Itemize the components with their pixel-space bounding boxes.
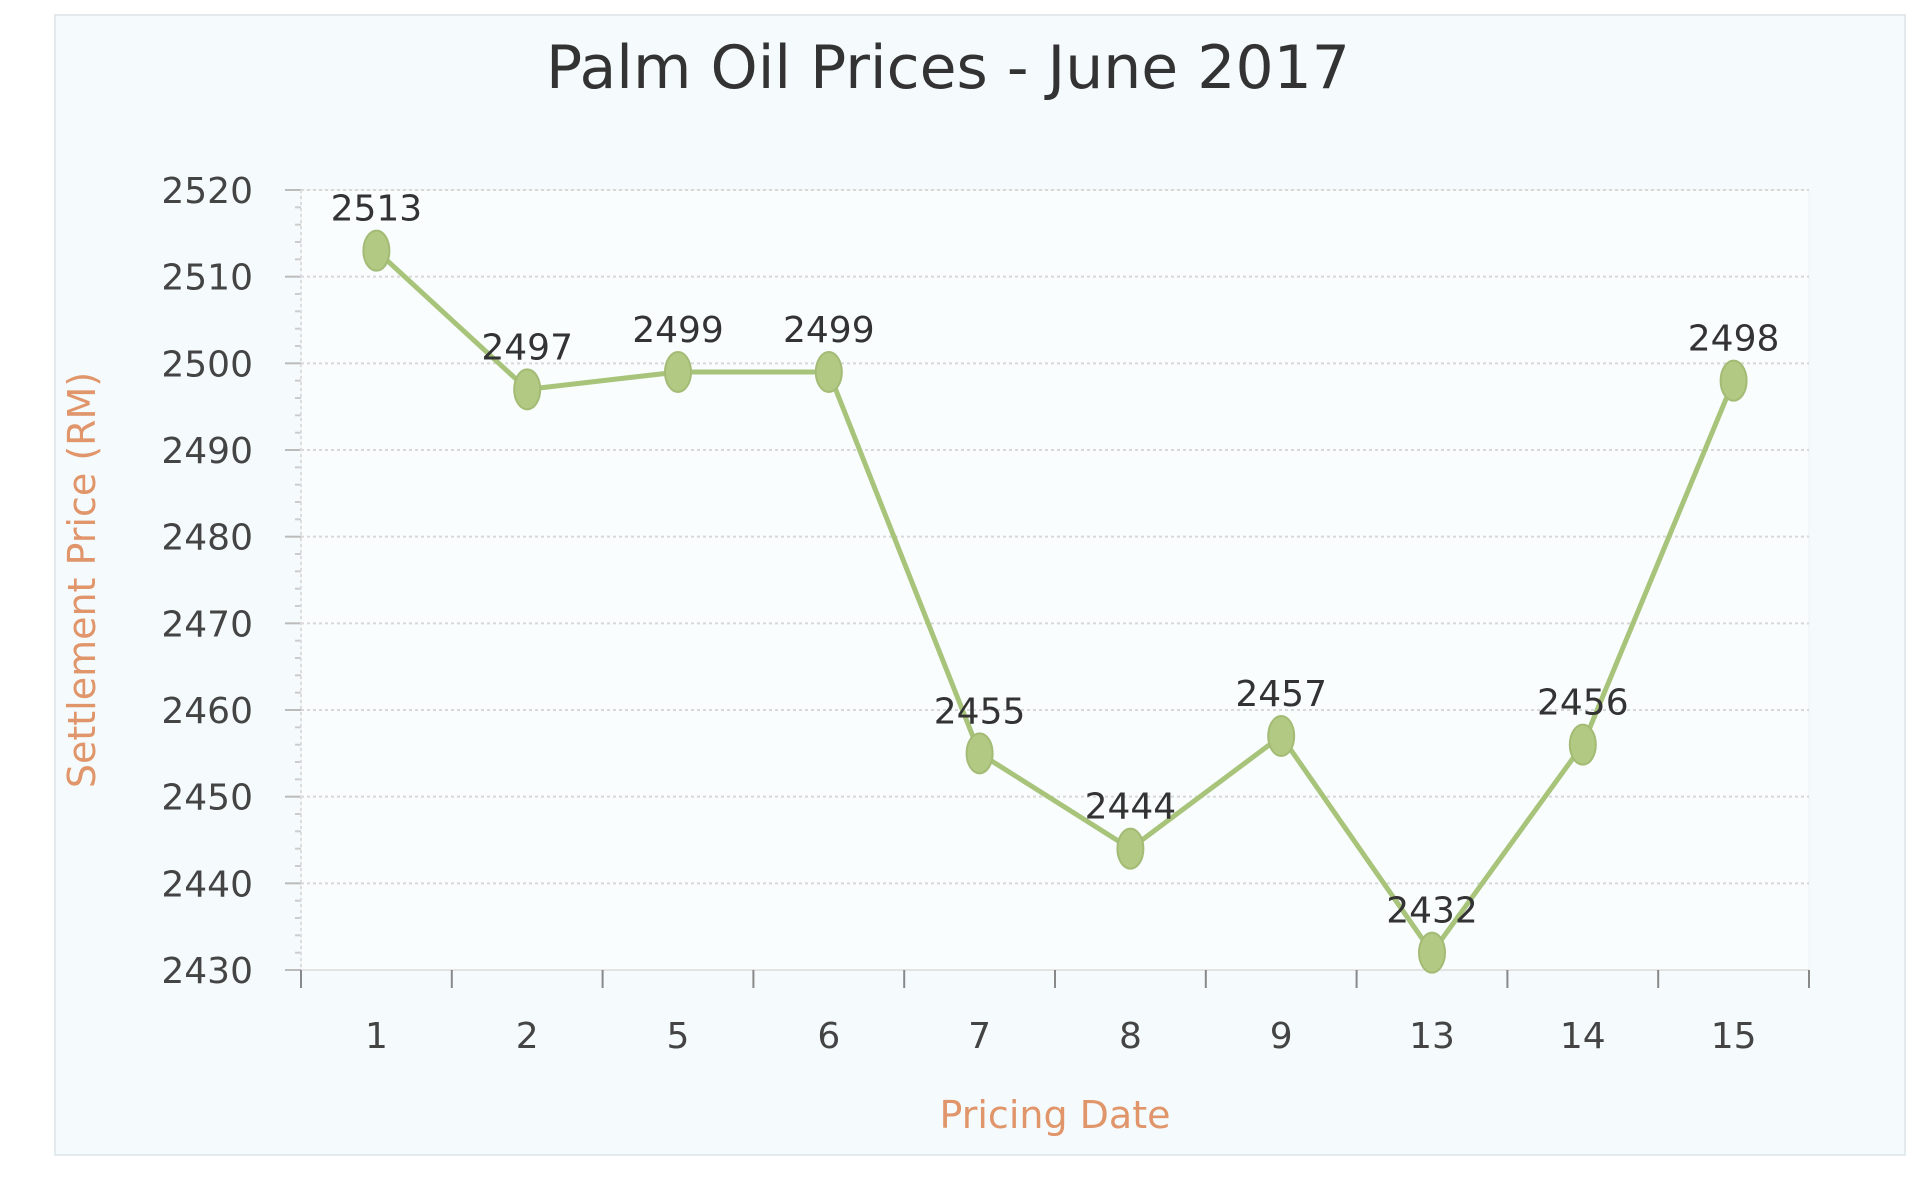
x-tick-label: 5 <box>667 1016 690 1057</box>
data-label: 2455 <box>934 691 1026 732</box>
data-point <box>1267 715 1296 757</box>
x-tick-label: 9 <box>1270 1016 1293 1057</box>
data-label: 2457 <box>1235 674 1327 715</box>
data-point <box>664 351 692 393</box>
y-tick-label: 2520 <box>161 171 253 212</box>
data-label: 2444 <box>1085 787 1177 828</box>
data-label: 2499 <box>783 310 875 351</box>
x-tick-label: 7 <box>968 1016 991 1057</box>
plot-area <box>300 189 1810 971</box>
y-tick-label: 2510 <box>161 258 253 299</box>
data-point <box>1116 827 1145 870</box>
x-tick-label: 1 <box>365 1016 388 1057</box>
x-axis-title: Pricing Date <box>940 1093 1171 1137</box>
data-point <box>1418 931 1446 974</box>
y-tick-label: 2450 <box>161 778 253 819</box>
data-point <box>965 732 994 775</box>
x-tick-label: 8 <box>1119 1016 1142 1057</box>
data-point <box>814 351 843 393</box>
y-tick-label: 2460 <box>161 691 253 732</box>
y-axis-title: Settlement Price (RM) <box>60 372 104 788</box>
data-point <box>1568 723 1597 766</box>
data-point <box>362 229 391 272</box>
x-tick-label: 14 <box>1560 1016 1606 1057</box>
y-tick-label: 2430 <box>161 951 253 992</box>
y-tick-label: 2480 <box>161 518 253 559</box>
data-label: 2432 <box>1386 891 1478 932</box>
x-tick-label: 13 <box>1409 1016 1455 1057</box>
y-tick-label: 2490 <box>161 431 253 472</box>
x-tick-label: 15 <box>1711 1016 1757 1057</box>
data-point <box>1719 359 1748 402</box>
y-tick-label: 2470 <box>161 604 253 645</box>
y-tick-label: 2500 <box>161 344 253 385</box>
y-tick-label: 2440 <box>161 864 253 905</box>
data-label: 2497 <box>481 327 573 368</box>
data-label: 2498 <box>1688 319 1780 360</box>
data-label: 2456 <box>1537 683 1629 724</box>
x-tick-label: 2 <box>516 1016 539 1057</box>
chart-title: Palm Oil Prices - June 2017 <box>546 33 1350 103</box>
x-tick-label: 6 <box>817 1016 840 1057</box>
series-line <box>374 248 1736 956</box>
data-point <box>513 368 542 411</box>
data-label: 2499 <box>632 310 724 351</box>
data-label: 2513 <box>331 189 423 230</box>
